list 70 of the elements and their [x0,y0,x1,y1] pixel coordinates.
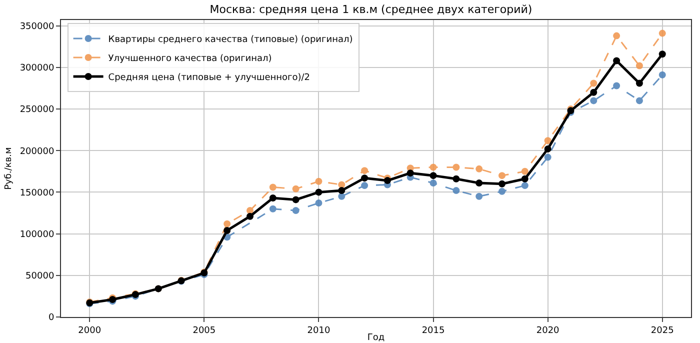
point [292,196,300,204]
point [636,97,643,104]
point [338,181,346,188]
point [292,207,300,214]
point [246,207,254,214]
x-tick-label: 2000 [78,326,102,336]
point [521,175,528,182]
point [658,71,666,78]
y-tick-label: 0 [48,313,54,324]
point [613,32,620,40]
y-tick-label: 250000 [20,105,54,116]
point [658,50,666,58]
point [430,164,437,171]
point [430,172,437,180]
point [384,177,391,184]
x-tick-label: 2020 [536,326,560,336]
point [315,200,322,207]
x-tick-label: 2005 [192,326,216,336]
point [269,205,276,212]
point [476,192,483,200]
y-tick-label: 150000 [20,188,54,198]
point [521,168,528,175]
point [590,88,598,96]
point [452,175,460,182]
y-tick-label: 300000 [20,64,54,74]
y-tick-label: 100000 [20,230,54,240]
x-tick-label: 2025 [650,326,674,336]
point [590,97,598,104]
point [636,62,643,70]
point [315,178,322,185]
point [498,172,506,180]
point [590,80,598,87]
point [613,82,620,90]
point [544,137,552,144]
point [315,188,322,196]
point [498,180,506,188]
y-tick-label: 350000 [20,22,54,32]
point [246,212,254,220]
point [269,194,276,202]
point [498,188,506,195]
legend-label: Квартиры среднего качества (типовые) (оригинал) [108,34,353,45]
point [292,185,300,192]
point [406,170,414,177]
point [224,226,231,234]
x-axis-title: Год [367,333,385,343]
point [361,182,368,190]
point [544,154,552,161]
point [361,167,368,174]
point [613,57,620,64]
x-tick-label: 2015 [422,326,445,336]
point [224,220,231,228]
y-axis-title: Руб./кв.м [4,147,14,190]
point [452,164,460,171]
legend-label: Средняя цена (типовые + улучшенного)/2 [108,72,310,83]
point [269,184,276,191]
point [361,174,368,182]
point [338,187,346,194]
point [658,30,666,37]
y-tick-label: 50000 [26,272,54,282]
legend-label: Улучшенного качества (оригинал) [108,54,272,64]
point [452,187,460,194]
point [476,180,483,187]
x-tick-label: 2010 [307,326,330,336]
point [476,165,483,172]
point [521,182,528,190]
y-tick-label: 200000 [20,146,54,157]
point [636,80,643,87]
point [544,145,552,152]
point [430,180,437,187]
chart-title: Москва: средняя цена 1 кв.м (среднее двух категорий) [210,2,532,16]
